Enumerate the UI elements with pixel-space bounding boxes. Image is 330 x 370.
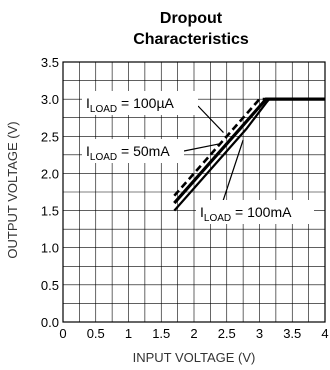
annotation-box: [82, 91, 198, 115]
y-tick-label: 3.0: [41, 92, 59, 107]
x-tick-label: 4: [321, 326, 328, 341]
chart-title-line2: Characteristics: [133, 31, 249, 48]
y-tick-label: 1.5: [41, 204, 59, 219]
annotation-label: ILOAD = 50mA: [86, 143, 170, 163]
series-line-100ma: [173, 98, 325, 212]
y-tick-label: 3.5: [41, 55, 59, 70]
annotation-label: ILOAD = 100µA: [86, 95, 175, 115]
annotation-box: [82, 139, 184, 163]
x-tick-label: 2: [190, 326, 197, 341]
y-tick-labels: 0.0 0.5 1.0 1.5 2.0 2.5 3.0 3.5: [41, 55, 59, 330]
plot-frame: [62, 61, 326, 323]
y-tick-label: 1.0: [41, 241, 59, 256]
x-tick-label: 1.5: [152, 326, 170, 341]
x-axis-label: INPUT VOLTAGE (V): [133, 350, 256, 365]
y-tick-label: 2.5: [41, 129, 59, 144]
y-axis-label: OUTPUT VOLTAGE (V): [5, 121, 20, 258]
x-tick-label: 3.5: [283, 326, 301, 341]
annotation-leader: [221, 139, 244, 205]
y-tick-label: 2.0: [41, 166, 59, 181]
y-tick-label: 0.0: [41, 315, 59, 330]
annotation-50ma: ILOAD = 50mA: [82, 139, 221, 163]
annotations: ILOAD = 100µA ILOAD = 50mA ILOAD = 100mA: [82, 91, 314, 224]
annotation-leader: [197, 105, 224, 133]
x-tick-labels: 0 0.5 1 1.5 2 2.5 3 3.5 4: [59, 326, 328, 341]
annotation-100ma: ILOAD = 100mA: [196, 139, 314, 224]
y-tick-label: 0.5: [41, 278, 59, 293]
x-tick-label: 0.5: [87, 326, 105, 341]
x-tick-label: 3: [256, 326, 263, 341]
annotation-leader: [183, 143, 221, 152]
annotation-box: [196, 200, 314, 224]
x-tick-label: 0: [59, 326, 66, 341]
x-tick-label: 1: [125, 326, 132, 341]
annotation-100ua: ILOAD = 100µA: [82, 91, 224, 133]
chart-title-line1: Dropout: [160, 10, 223, 27]
series-lines: [173, 97, 325, 212]
series-line-100ua: [173, 97, 325, 197]
x-tick-label: 2.5: [218, 326, 236, 341]
annotation-label: ILOAD = 100mA: [200, 204, 292, 224]
